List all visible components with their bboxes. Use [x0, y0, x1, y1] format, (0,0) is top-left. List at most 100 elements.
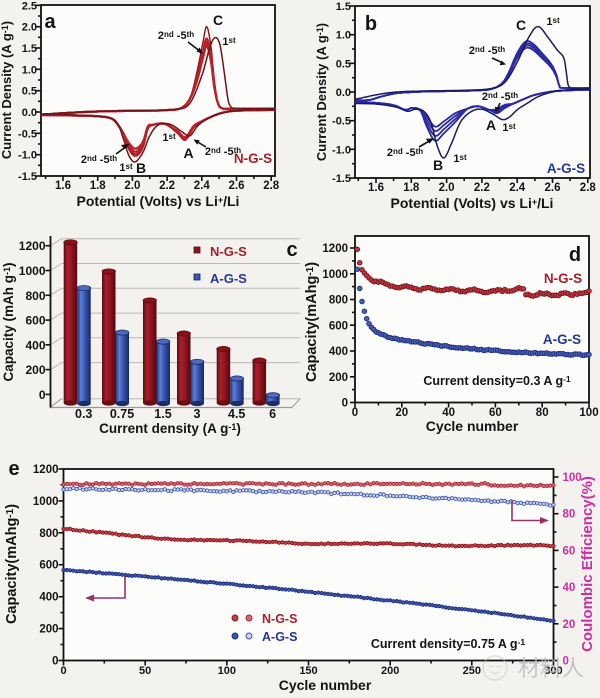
svg-text:0.3: 0.3 — [75, 407, 92, 421]
svg-text:50: 50 — [139, 665, 151, 677]
svg-text:Cycle number: Cycle number — [279, 677, 372, 693]
svg-text:800: 800 — [25, 289, 45, 303]
svg-text:1200: 1200 — [33, 464, 59, 476]
svg-text:Potential (Volts) vs Li+/Li: Potential (Volts) vs Li+/Li — [391, 195, 554, 211]
svg-text:0: 0 — [342, 398, 348, 410]
svg-text:1000: 1000 — [322, 269, 348, 281]
svg-text:Coulombic Efficiency(%): Coulombic Efficiency(%) — [579, 476, 596, 652]
svg-text:1.6: 1.6 — [55, 180, 71, 192]
svg-text:400: 400 — [39, 592, 58, 604]
svg-text:材料人: 材料人 — [518, 656, 584, 681]
svg-text:Potential (Volts) vs Li+/Li: Potential (Volts) vs Li+/Li — [77, 193, 240, 209]
svg-text:60: 60 — [489, 407, 502, 419]
svg-text:A-G-S: A-G-S — [543, 332, 581, 347]
svg-text:B: B — [136, 160, 146, 176]
svg-text:-0.5: -0.5 — [18, 128, 37, 140]
svg-text:-1.5: -1.5 — [332, 173, 351, 185]
svg-text:1.0: 1.0 — [22, 64, 37, 76]
svg-text:0: 0 — [352, 407, 358, 419]
svg-text:600: 600 — [329, 320, 348, 332]
svg-text:150: 150 — [299, 665, 317, 677]
svg-text:Capacity (mAh g-1): Capacity (mAh g-1) — [1, 262, 16, 381]
svg-text:A-G-S: A-G-S — [547, 161, 585, 176]
svg-text:2nd -5th: 2nd -5th — [387, 147, 423, 159]
svg-text:2.8: 2.8 — [580, 182, 597, 194]
svg-text:2.0: 2.0 — [22, 22, 37, 34]
svg-text:2nd -5th: 2nd -5th — [482, 91, 518, 103]
svg-text:2.2: 2.2 — [474, 182, 490, 194]
svg-text:600: 600 — [25, 314, 45, 328]
svg-text:b: b — [365, 13, 377, 35]
svg-text:1.0: 1.0 — [336, 30, 351, 42]
svg-text:200: 200 — [329, 372, 348, 384]
svg-text:0.0: 0.0 — [336, 87, 351, 99]
svg-text:100: 100 — [579, 407, 598, 419]
svg-text:1.5: 1.5 — [22, 43, 37, 55]
svg-text:1200: 1200 — [322, 243, 348, 255]
svg-text:1st: 1st — [119, 162, 133, 174]
svg-text:4.5: 4.5 — [228, 407, 245, 421]
svg-text:6: 6 — [269, 407, 276, 421]
svg-text:N-G-S: N-G-S — [234, 151, 272, 166]
svg-text:Current Density (A g-1): Current Density (A g-1) — [0, 21, 14, 159]
svg-text:2.8: 2.8 — [263, 180, 280, 192]
svg-text:400: 400 — [329, 346, 348, 358]
svg-text:2nd -5th: 2nd -5th — [81, 154, 117, 166]
svg-text:1000: 1000 — [19, 264, 46, 278]
svg-text:Current density (A g-1): Current density (A g-1) — [99, 421, 241, 436]
svg-text:0: 0 — [563, 656, 569, 668]
svg-text:60: 60 — [563, 545, 576, 557]
svg-text:C: C — [516, 17, 526, 33]
svg-text:1st: 1st — [222, 36, 236, 48]
svg-text:0.75: 0.75 — [110, 407, 134, 421]
svg-text:200: 200 — [39, 624, 58, 636]
svg-text:80: 80 — [536, 407, 549, 419]
svg-text:Capacity(mAhg-1): Capacity(mAhg-1) — [304, 262, 320, 382]
svg-text:N-G-S: N-G-S — [210, 244, 247, 259]
svg-text:1st: 1st — [546, 16, 560, 28]
svg-text:C: C — [213, 12, 223, 28]
svg-text:-1.5: -1.5 — [18, 171, 37, 183]
svg-text:A: A — [486, 117, 496, 133]
svg-text:400: 400 — [25, 338, 45, 352]
svg-text:0.5: 0.5 — [22, 86, 37, 98]
svg-text:2.0: 2.0 — [124, 180, 140, 192]
svg-text:-0.5: -0.5 — [332, 116, 351, 128]
svg-text:N-G-S: N-G-S — [262, 612, 297, 626]
svg-text:1st: 1st — [502, 122, 516, 134]
svg-text:0.0: 0.0 — [22, 107, 37, 119]
svg-text:A: A — [183, 145, 193, 161]
svg-text:0: 0 — [52, 656, 58, 668]
svg-text:80: 80 — [563, 509, 576, 521]
svg-text:2nd -5th: 2nd -5th — [469, 45, 505, 57]
svg-text:e: e — [8, 458, 19, 480]
svg-text:a: a — [44, 11, 56, 33]
svg-text:A-G-S: A-G-S — [262, 630, 297, 644]
svg-text:800: 800 — [39, 528, 58, 540]
svg-text:2.2: 2.2 — [159, 180, 175, 192]
svg-text:1.8: 1.8 — [90, 180, 107, 192]
svg-text:800: 800 — [329, 295, 348, 307]
svg-text:1st: 1st — [453, 153, 467, 165]
svg-text:1.5: 1.5 — [336, 1, 351, 13]
svg-text:-1.0: -1.0 — [332, 144, 351, 156]
svg-text:2.6: 2.6 — [545, 182, 561, 194]
svg-text:2.4: 2.4 — [194, 180, 211, 192]
svg-text:1.6: 1.6 — [368, 182, 384, 194]
svg-text:250: 250 — [463, 665, 481, 677]
svg-text:1000: 1000 — [33, 496, 59, 508]
svg-text:Current density=0.75 A g-1: Current density=0.75 A g-1 — [371, 637, 526, 651]
svg-text:2nd -5th: 2nd -5th — [158, 30, 194, 42]
svg-text:40: 40 — [442, 407, 455, 419]
svg-text:0: 0 — [39, 388, 46, 402]
svg-text:Cycle number: Cycle number — [426, 418, 519, 434]
svg-text:0: 0 — [60, 665, 66, 677]
svg-text:100: 100 — [563, 472, 582, 484]
svg-text:2nd -5th: 2nd -5th — [205, 146, 241, 158]
svg-text:20: 20 — [563, 619, 576, 631]
svg-text:c: c — [286, 239, 297, 261]
svg-text:20: 20 — [395, 407, 408, 419]
svg-text:B: B — [433, 157, 443, 173]
svg-text:200: 200 — [381, 665, 399, 677]
svg-text:Current Density (A g-1): Current Density (A g-1) — [314, 23, 329, 161]
